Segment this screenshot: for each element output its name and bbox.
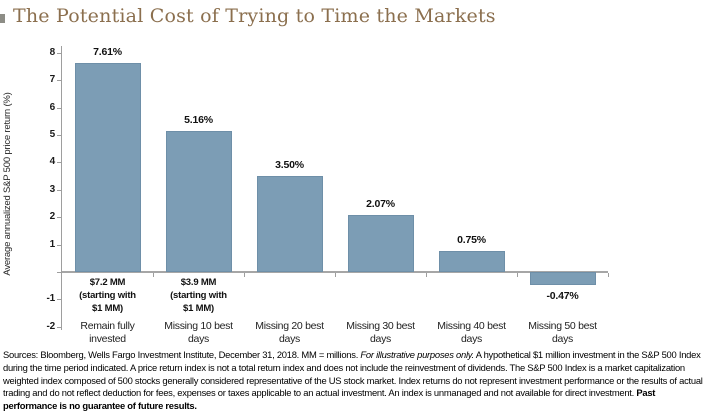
bar-annotation-line: $3.9 MM [180,277,217,288]
category-label-line: days [279,333,300,345]
bar-value-label: 0.75% [457,234,486,246]
category-label-missing-10-best-days: Missing 10 best days [148,320,249,346]
category-label-missing-50-best-days: Missing 50 best days [512,320,613,346]
category-label-line: days [552,333,573,345]
y-tick-mark [57,80,61,81]
y-tick-mark [57,299,61,300]
category-label-remain-fully-invested: Remain fully invested [57,320,158,346]
bar-missing-10-best-days [166,131,232,272]
category-label-line: Missing 40 best [437,320,506,332]
y-tick-mark [57,135,61,136]
y-tick-label: -2 [46,321,56,332]
category-label-line: days [461,333,482,345]
category-label-line: days [370,333,391,345]
bar-value-label: 2.07% [366,198,395,210]
category-label-line: days [188,333,209,345]
category-label-line: Missing 20 best [255,320,324,332]
y-tick-mark [57,53,61,54]
footnote-segment-italic: For illustrative purposes only. [360,349,474,360]
y-tick-mark [57,217,61,218]
bar-annotation-line: (starting with [170,290,227,301]
bar-missing-40-best-days [439,251,505,272]
bar-annotation: $7.2 MM (starting with $1 MM) [59,276,156,315]
bar-value-label: -0.47% [546,290,579,302]
category-label-missing-40-best-days: Missing 40 best days [421,320,522,346]
category-label-line: Missing 30 best [346,320,415,332]
y-tick-mark [57,245,61,246]
bar-annotation: $3.9 MM (starting with $1 MM) [150,276,247,315]
bar-annotation-line: (starting with [79,290,136,301]
x-tick-mark [426,273,427,277]
footnote-segment-normal: A hypothetical $1 million investment in … [3,349,703,399]
bar-value-label: 7.61% [93,46,122,58]
y-tick-mark [57,108,61,109]
x-axis-baseline [62,271,608,273]
category-label-line: invested [89,333,126,345]
category-label-missing-20-best-days: Missing 20 best days [239,320,340,346]
y-tick-mark [57,190,61,191]
bar-missing-50-best-days [530,272,596,285]
x-tick-mark [517,273,518,277]
y-axis-title: Average annualized S&P 500 price return … [2,92,13,276]
bar-remain-fully-invested [75,63,141,272]
chart-title: The Potential Cost of Trying to Time the… [13,5,496,27]
y-tick-label: 7 [49,74,56,85]
y-tick-label: 4 [49,156,56,167]
bar-missing-20-best-days [257,176,323,272]
y-tick-label: 5 [49,129,56,140]
x-tick-mark [335,273,336,277]
bar-annotation-line: $1 MM) [183,303,214,314]
y-tick-mark [57,327,61,328]
footnote-segment-normal: Sources: Bloomberg, Wells Fargo Investme… [3,349,361,360]
bar-annotation-line: $1 MM) [92,303,123,314]
y-tick-label: 1 [49,239,56,250]
y-tick-label: 8 [49,47,56,58]
y-tick-label: -1 [46,293,56,304]
y-tick-label: 2 [49,211,56,222]
category-label-line: Missing 50 best [528,320,597,332]
title-bullet-square [0,14,5,23]
x-tick-mark [608,273,609,277]
y-tick-mark [57,272,61,273]
y-tick-label: 3 [49,184,56,195]
y-tick-label: 6 [49,102,56,113]
footnote-segment-bold: Past performance is no guarantee of futu… [3,387,656,412]
y-tick-mark [57,162,61,163]
x-tick-mark [153,273,154,277]
y-axis-line [61,46,62,330]
category-label-missing-30-best-days: Missing 30 best days [330,320,431,346]
bar-value-label: 3.50% [275,159,304,171]
source-disclosure-text: Sources: Bloomberg, Wells Fargo Investme… [3,349,705,412]
category-label-line: Missing 10 best [164,320,233,332]
bar-missing-30-best-days [348,215,414,272]
x-tick-mark [244,273,245,277]
bar-annotation-line: $7.2 MM [89,277,126,288]
category-label-line: Remain fully [80,320,135,332]
bar-value-label: 5.16% [184,114,213,126]
